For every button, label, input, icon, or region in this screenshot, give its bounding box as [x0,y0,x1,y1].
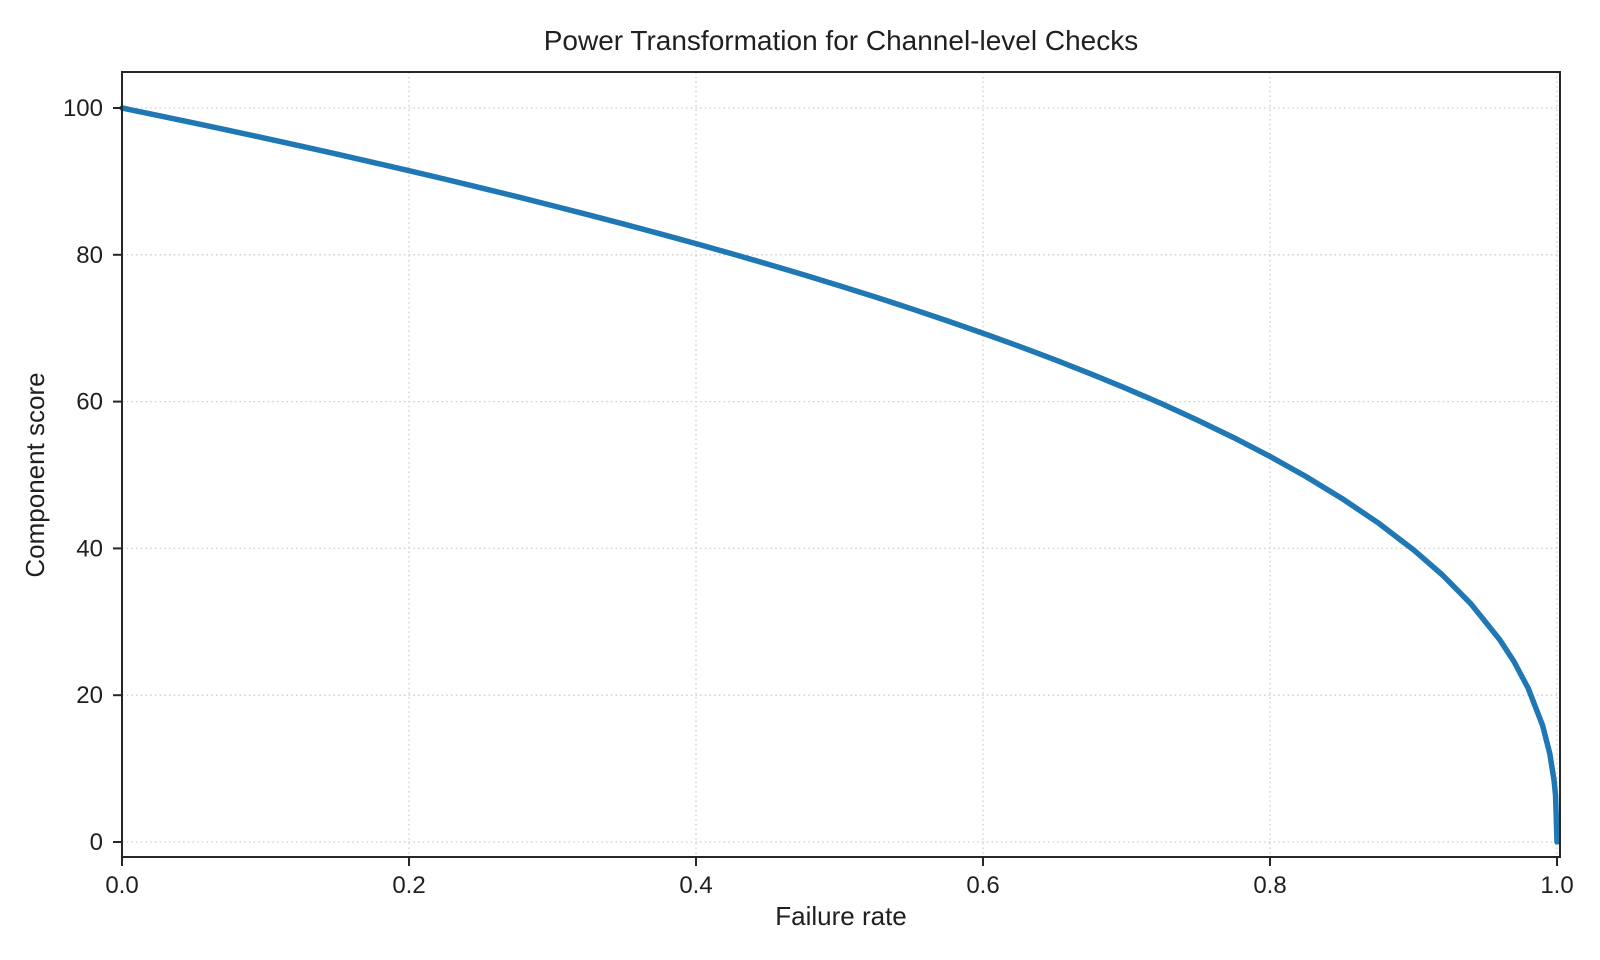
y-tick-label: 100 [63,95,103,122]
tick-labels: 0.0 0.2 0.4 0.6 0.8 1.0 0 20 40 60 80 100 [63,95,1574,899]
line-series [119,105,1560,845]
x-tick-label: 0.2 [392,872,425,899]
x-tick-label: 0.4 [679,872,712,899]
x-tick-label: 0.8 [1253,872,1286,899]
x-tick-label: 0.0 [105,872,138,899]
tick-marks [113,107,1558,866]
y-tick-label: 0 [90,829,103,856]
gridlines [121,72,1560,857]
x-axis-label: Failure rate [775,901,907,931]
y-tick-label: 80 [76,242,103,269]
x-tick-label: 1.0 [1540,872,1573,899]
y-tick-label: 60 [76,389,103,416]
plot-border [121,71,1561,858]
y-tick-label: 20 [76,682,103,709]
y-axis-label: Component score [20,372,50,577]
y-tick-label: 40 [76,535,103,562]
chart-title: Power Transformation for Channel-level C… [544,25,1138,56]
x-tick-label: 0.6 [966,872,999,899]
series-component-score-curve [119,105,1560,845]
